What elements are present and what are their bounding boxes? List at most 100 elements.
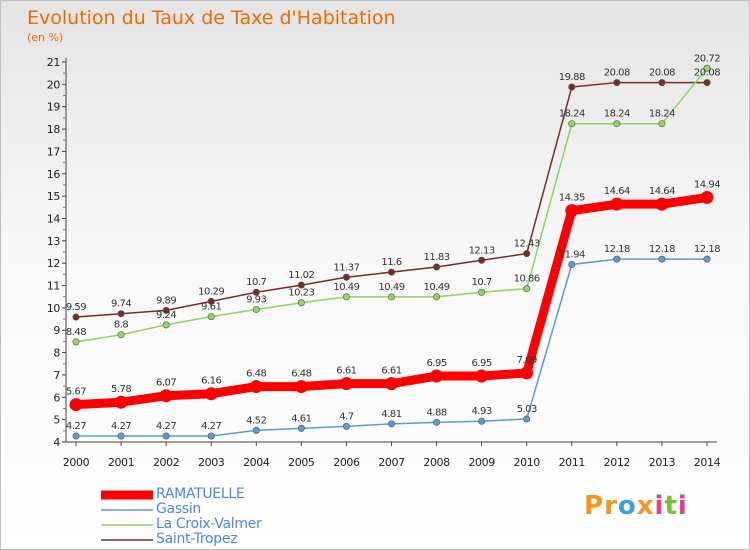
y-tick-label: 19 — [47, 101, 61, 114]
data-label-gassin: 5.03 — [517, 404, 537, 415]
data-point-saint-tropez — [252, 288, 260, 296]
data-label-saint-tropez: 20.08 — [604, 68, 630, 79]
y-tick-label: 17 — [47, 145, 61, 158]
data-point-gassin — [568, 261, 576, 269]
data-label-gassin: 4.27 — [156, 421, 176, 432]
y-tick-label: 18 — [47, 123, 61, 136]
data-point-saint-tropez — [478, 256, 486, 264]
legend-label-ramatuelle: RAMATUELLE — [156, 486, 245, 502]
data-label-gassin: 12.18 — [649, 244, 675, 255]
logo-letter: i — [654, 491, 665, 521]
legend-label-saint-tropez: Saint-Tropez — [156, 531, 238, 547]
data-label-ramatuelle: 14.35 — [559, 193, 585, 204]
logo-letter: o — [617, 491, 637, 521]
logo-letter: P — [584, 491, 605, 521]
data-label-saint-tropez: 20.08 — [694, 68, 720, 79]
y-tick-label: 8 — [53, 347, 60, 360]
data-label-ramatuelle: 14.64 — [604, 186, 630, 197]
data-point-ramatuelle — [475, 369, 489, 383]
data-point-ramatuelle — [249, 380, 263, 394]
data-point-gassin — [658, 255, 666, 263]
y-tick-label: 13 — [47, 235, 61, 248]
data-point-la-croix-valmer — [703, 64, 711, 72]
data-label-saint-tropez: 9.59 — [66, 302, 86, 313]
data-label-la-croix-valmer: 18.24 — [604, 109, 630, 120]
data-label-gassin: 4.88 — [426, 407, 446, 418]
data-point-saint-tropez — [117, 310, 125, 318]
data-point-ramatuelle — [655, 197, 669, 211]
y-tick-label: 6 — [53, 391, 60, 404]
data-point-saint-tropez — [162, 306, 170, 314]
data-label-la-croix-valmer: 20.72 — [694, 53, 720, 64]
data-label-ramatuelle: 6.61 — [336, 366, 356, 377]
y-tick-label: 21 — [47, 56, 60, 69]
x-tick-label: 2001 — [108, 456, 134, 469]
data-point-gassin — [162, 432, 170, 440]
data-label-ramatuelle: 6.16 — [201, 376, 221, 387]
legend-swatch-saint-tropez — [101, 539, 153, 541]
data-point-saint-tropez — [387, 268, 395, 276]
y-tick-label: 14 — [47, 212, 61, 225]
data-label-la-croix-valmer: 18.24 — [559, 109, 585, 120]
data-label-la-croix-valmer: 9.61 — [201, 302, 221, 313]
data-label-saint-tropez: 10.7 — [246, 277, 266, 288]
data-label-saint-tropez: 20.08 — [649, 68, 675, 79]
y-tick-label: 5 — [53, 414, 60, 427]
data-point-la-croix-valmer — [72, 338, 80, 346]
data-point-gassin — [252, 426, 260, 434]
data-point-ramatuelle — [700, 190, 714, 204]
data-label-gassin: 4.7 — [339, 411, 354, 422]
legend-label-gassin: Gassin — [156, 501, 201, 517]
x-tick-label: 2010 — [514, 456, 541, 469]
data-point-la-croix-valmer — [387, 293, 395, 301]
data-point-ramatuelle — [114, 395, 128, 409]
data-point-la-croix-valmer — [342, 293, 350, 301]
data-point-la-croix-valmer — [523, 285, 531, 293]
chart-subtitle: (en %) — [27, 31, 64, 44]
data-point-la-croix-valmer — [478, 288, 486, 296]
x-tick-label: 2008 — [423, 456, 450, 469]
data-point-la-croix-valmer — [568, 120, 576, 128]
data-label-ramatuelle: 6.61 — [381, 366, 401, 377]
data-label-la-croix-valmer: 10.86 — [514, 274, 540, 285]
data-point-ramatuelle — [159, 389, 173, 403]
data-point-saint-tropez — [207, 297, 215, 305]
data-label-saint-tropez: 10.29 — [198, 286, 224, 297]
data-label-saint-tropez: 11.6 — [381, 257, 401, 268]
data-label-saint-tropez: 19.88 — [559, 72, 585, 83]
y-tick-label: 9 — [53, 324, 60, 337]
data-label-la-croix-valmer: 10.7 — [472, 277, 492, 288]
data-point-gassin — [72, 432, 80, 440]
data-point-ramatuelle — [565, 204, 579, 218]
data-label-la-croix-valmer: 10.23 — [288, 288, 314, 299]
logo-letter: i — [677, 491, 688, 521]
data-point-gassin — [117, 432, 125, 440]
data-point-gassin — [387, 420, 395, 428]
data-label-la-croix-valmer: 18.24 — [649, 109, 675, 120]
data-point-la-croix-valmer — [658, 120, 666, 128]
data-label-la-croix-valmer: 8.8 — [114, 320, 129, 331]
x-tick-label: 2013 — [649, 456, 676, 469]
x-tick-label: 2002 — [153, 456, 179, 469]
y-tick-label: 10 — [47, 302, 61, 315]
data-point-gassin — [433, 418, 441, 426]
data-point-la-croix-valmer — [117, 331, 125, 339]
y-tick-label: 20 — [47, 78, 61, 91]
data-point-gassin — [342, 422, 350, 430]
x-tick-label: 2003 — [198, 456, 225, 469]
y-tick-label: 12 — [47, 257, 60, 270]
data-point-la-croix-valmer — [433, 293, 441, 301]
data-label-ramatuelle: 6.07 — [156, 378, 176, 389]
data-label-gassin: 4.27 — [66, 421, 86, 432]
y-tick-label: 7 — [53, 369, 60, 382]
data-point-gassin — [207, 432, 215, 440]
data-point-la-croix-valmer — [297, 299, 305, 307]
data-point-ramatuelle — [430, 369, 444, 383]
data-point-saint-tropez — [523, 250, 531, 258]
data-label-gassin: 4.52 — [246, 415, 266, 426]
data-label-la-croix-valmer: 10.49 — [333, 282, 359, 293]
legend-swatch-la-croix-valmer — [101, 524, 153, 526]
chart-title: Evolution du Taux de Taxe d'Habitation — [27, 7, 396, 29]
